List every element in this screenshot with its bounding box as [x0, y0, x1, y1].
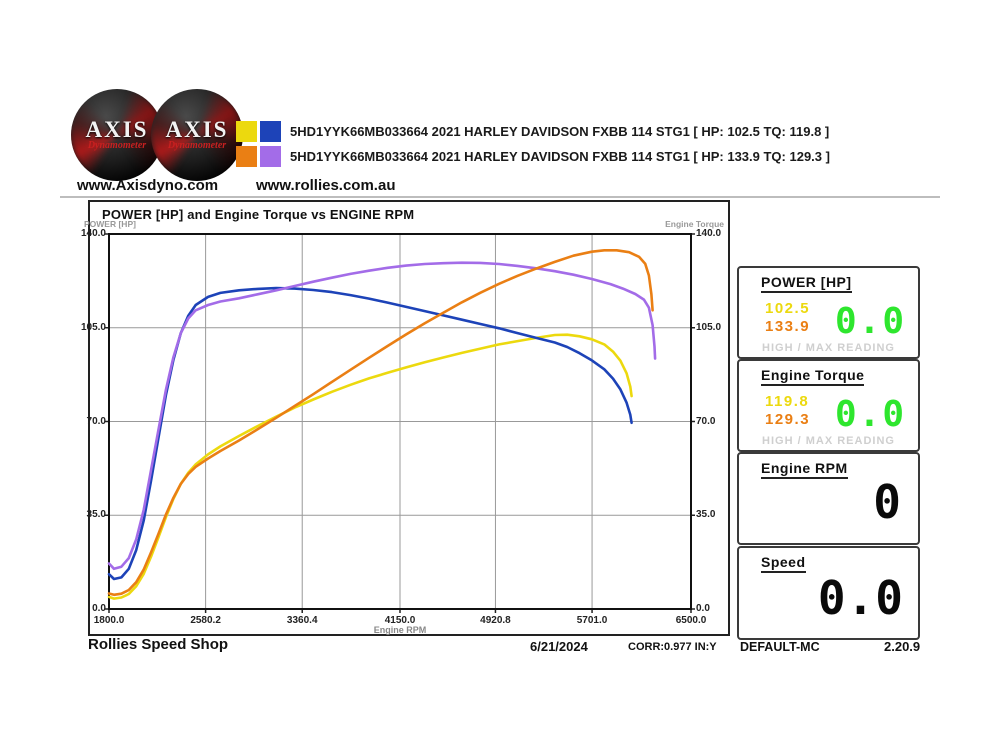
run-date: 6/21/2024 — [530, 639, 588, 654]
torque-run2-max: 129.3 — [765, 411, 811, 428]
run1-power-swatch — [236, 121, 257, 142]
y-tick-label-right: 0.0 — [696, 603, 710, 614]
shop-name: Rollies Speed Shop — [88, 636, 229, 653]
x-tick-label: 4920.8 — [480, 615, 511, 626]
rpm-panel-title: Engine RPM — [761, 460, 848, 479]
power-run2-max: 133.9 — [765, 318, 811, 335]
x-tick-label: 3360.4 — [286, 615, 318, 626]
x-axis-caption: Engine RPM — [373, 625, 427, 635]
dyno-profile: DEFAULT-MC — [740, 640, 820, 654]
torque-readout-panel: Engine Torque 119.8 129.3 0.0 HIGH / MAX… — [737, 359, 920, 452]
rpm-readout-panel: Engine RPM 0 — [737, 452, 920, 545]
y-tick-label-left: 70.0 — [86, 415, 106, 427]
software-version: 2.20.9 — [884, 639, 921, 654]
x-tick-label: 6500.0 — [675, 615, 707, 626]
y-tick-label-right: 105.0 — [696, 321, 722, 333]
axis-dyno-logo: AXIS Dynamometer — [71, 89, 163, 181]
run1-legend-label: 5HD1YYK66MB033664 2021 HARLEY DAVIDSON F… — [290, 124, 830, 139]
power-live-value: 0.0 — [834, 301, 906, 342]
torque-panel-footer: HIGH / MAX READING — [762, 435, 895, 447]
logo-brand-text: AXIS — [165, 116, 229, 142]
rollies-url: www.rollies.com.au — [256, 177, 396, 194]
run2-power-swatch — [236, 146, 257, 167]
torque-panel-title: Engine Torque — [761, 367, 865, 386]
axis-dyno-logo: AXIS Dynamometer — [151, 89, 243, 181]
y-tick-label-left: 140.0 — [80, 228, 106, 239]
chart-title: POWER [HP] and Engine Torque vs ENGINE R… — [102, 207, 415, 222]
y-tick-label-left: 35.0 — [86, 509, 106, 521]
x-tick-label: 1800.0 — [93, 615, 125, 626]
y-tick-label-right: 70.0 — [696, 415, 716, 427]
correction-factor: CORR:0.977 IN:Y — [628, 641, 717, 653]
run2-legend-row: 5HD1YYK66MB033664 2021 HARLEY DAVIDSON F… — [236, 146, 830, 167]
x-tick-label: 2580.2 — [190, 615, 221, 626]
dyno-chart: POWER [HP] and Engine Torque vs ENGINE R… — [81, 200, 730, 636]
power-run1-max: 102.5 — [765, 300, 811, 317]
dyno-plot-svg — [105, 233, 695, 613]
y-tick-label-right: 35.0 — [696, 509, 716, 521]
torque-live-value: 0.0 — [834, 394, 906, 435]
right-axis-caption: Engine Torque — [665, 219, 724, 229]
speed-panel-title: Speed — [761, 554, 806, 573]
logo-sub-text: Dynamometer — [167, 139, 227, 151]
header-divider — [60, 196, 940, 198]
power-panel-footer: HIGH / MAX READING — [762, 342, 895, 354]
rpm-live-value: 0 — [873, 475, 902, 529]
power-readout-panel: POWER [HP] 102.5 133.9 0.0 HIGH / MAX RE… — [737, 266, 920, 359]
logo-brand-text: AXIS — [85, 116, 149, 142]
power-panel-title: POWER [HP] — [761, 274, 852, 293]
torque-run1-max: 119.8 — [765, 393, 810, 410]
x-tick-label: 5701.0 — [576, 615, 608, 626]
left-axis-caption: POWER [HP] — [84, 219, 136, 229]
y-tick-label-left: 105.0 — [80, 321, 106, 333]
run2-torque-swatch — [260, 146, 281, 167]
run1-torque-swatch — [260, 121, 281, 142]
logo-sub-text: Dynamometer — [87, 139, 147, 151]
y-tick-label-left: 0.0 — [92, 603, 106, 614]
axisdyno-url: www.Axisdyno.com — [77, 177, 219, 194]
x-tick-label: 4150.0 — [384, 615, 416, 626]
y-tick-label-right: 140.0 — [696, 228, 722, 239]
speed-live-value: 0.0 — [817, 571, 904, 625]
speed-readout-panel: Speed 0.0 — [737, 546, 920, 640]
run2-legend-label: 5HD1YYK66MB033664 2021 HARLEY DAVIDSON F… — [290, 149, 830, 164]
run1-legend-row: 5HD1YYK66MB033664 2021 HARLEY DAVIDSON F… — [236, 121, 829, 142]
